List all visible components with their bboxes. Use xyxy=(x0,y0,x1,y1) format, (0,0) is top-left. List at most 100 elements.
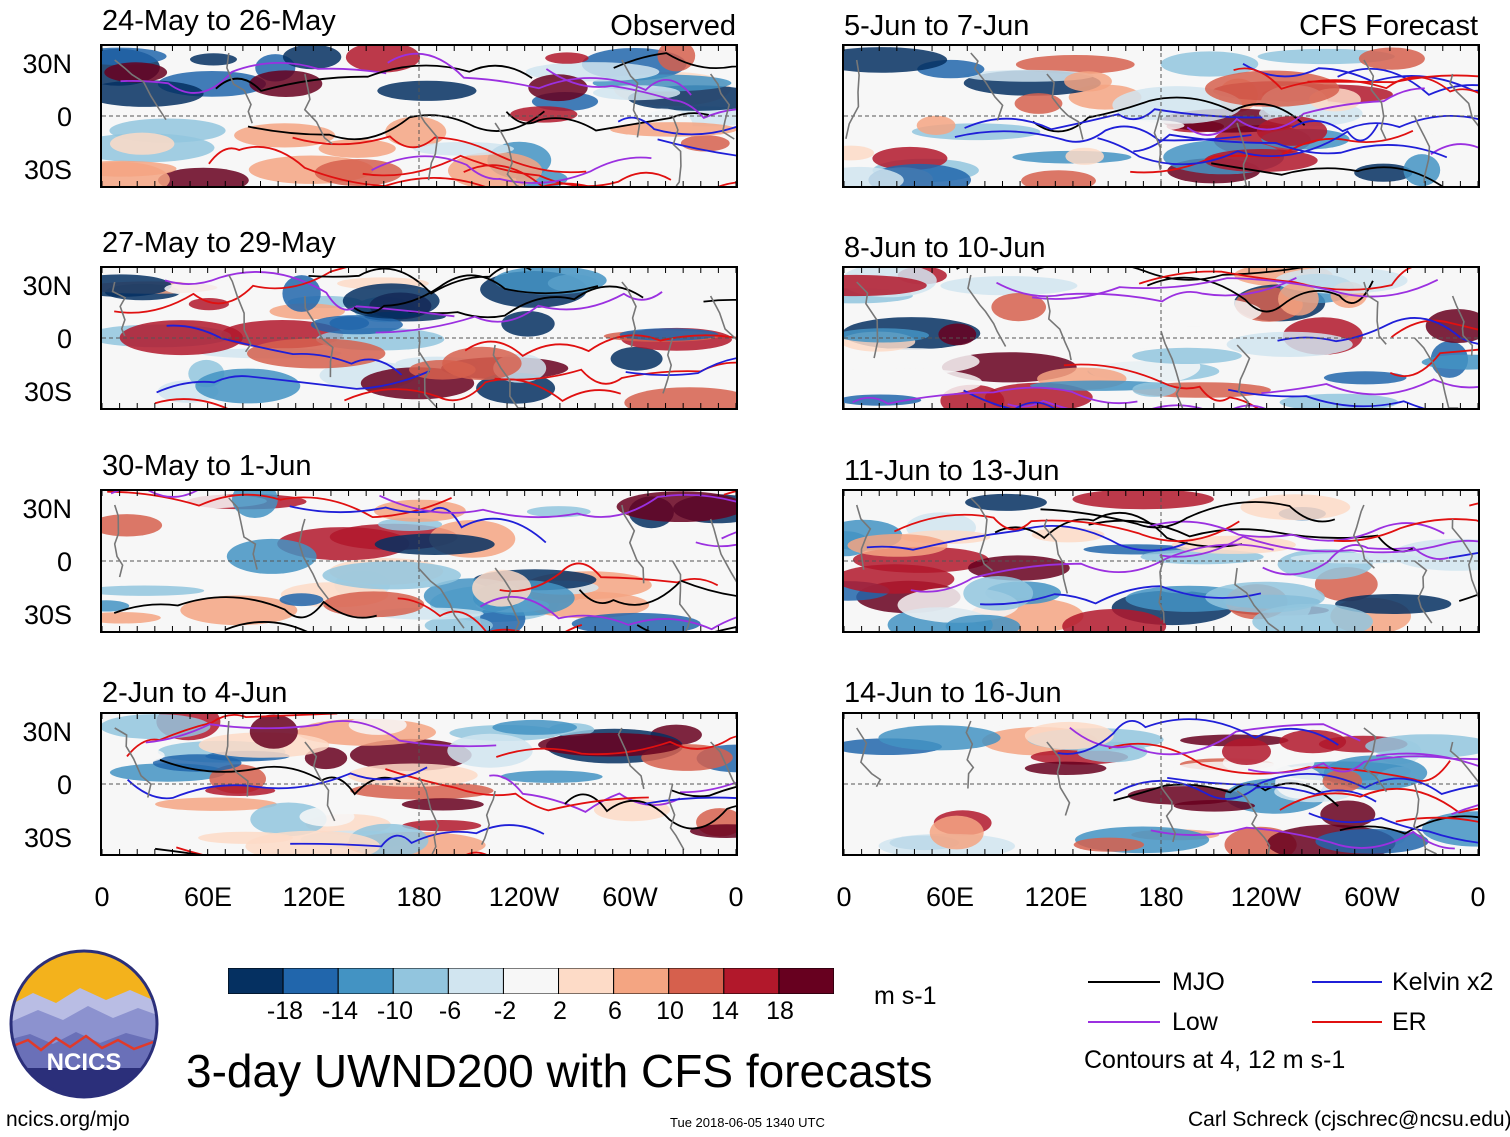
wind-anomaly-region xyxy=(102,585,205,596)
wind-anomaly-region xyxy=(155,797,277,811)
contour-line xyxy=(1291,115,1478,133)
lon-tick-label: 180 xyxy=(1138,882,1184,912)
contour-line xyxy=(387,52,692,96)
wind-anomaly-region xyxy=(610,346,663,371)
contour-line xyxy=(1339,815,1478,835)
colorbar-swatch xyxy=(613,967,670,995)
contour-line xyxy=(1146,276,1374,313)
colorbar-tick: -18 xyxy=(266,997,304,1025)
contour-line xyxy=(154,398,228,408)
wind-anomaly-region xyxy=(1240,494,1351,521)
contour-line xyxy=(156,370,431,394)
coastline xyxy=(417,330,438,408)
colorbar-swatch xyxy=(668,967,725,995)
wind-anomaly-region xyxy=(1403,154,1441,186)
wind-anomaly-region xyxy=(1315,829,1429,854)
contour-line xyxy=(494,361,736,385)
coastline xyxy=(1046,295,1072,361)
wind-anomaly-region xyxy=(545,52,589,64)
coastline xyxy=(1234,567,1280,631)
contour-line xyxy=(657,138,736,157)
contour-line xyxy=(114,268,347,314)
wind-anomaly-region xyxy=(1256,116,1328,146)
contour-line xyxy=(107,491,452,519)
wind-anomaly-region xyxy=(195,368,301,404)
contour-line xyxy=(1307,74,1478,84)
contour-line xyxy=(1277,317,1478,345)
coastline xyxy=(621,504,645,584)
coastline xyxy=(668,783,685,850)
coastline xyxy=(298,518,330,600)
wind-anomaly-region xyxy=(1320,800,1376,828)
colorbar-tick: 6 xyxy=(608,997,622,1025)
coastline xyxy=(111,281,127,337)
wind-anomaly-region xyxy=(377,80,477,101)
coastline xyxy=(225,720,249,797)
coastline xyxy=(228,497,258,570)
panel-title-fc-2: 8-Jun to 10-Jun xyxy=(844,232,1046,264)
wind-anomaly-region xyxy=(348,715,407,735)
wind-anomaly-region xyxy=(447,733,533,768)
legend-label-kelvin: Kelvin x2 xyxy=(1392,968,1494,996)
contour-line xyxy=(353,274,599,314)
legend-label-low: Low xyxy=(1172,1008,1218,1036)
wind-anomaly-region xyxy=(401,798,484,811)
contour-line xyxy=(1279,787,1478,814)
wind-anomaly-region xyxy=(413,142,514,156)
chart-title: 3-day UWND200 with CFS forecasts xyxy=(186,1045,933,1097)
lat-tick-label: 0 xyxy=(56,770,72,800)
wind-anomaly-region xyxy=(102,612,161,624)
contour-line xyxy=(1211,162,1443,186)
panel-title-fc-3: 11-Jun to 13-Jun xyxy=(844,455,1060,487)
wind-anomaly-region xyxy=(1323,371,1407,385)
contour-line xyxy=(479,595,736,631)
contour-line xyxy=(679,782,736,794)
contour-line xyxy=(980,585,1262,606)
coastline xyxy=(1153,108,1162,171)
wind-anomaly-region xyxy=(1021,170,1096,186)
wind-anomaly-region xyxy=(1222,738,1271,765)
coastline xyxy=(709,295,736,341)
contour-line xyxy=(866,524,1188,552)
contour-line xyxy=(1057,718,1339,755)
contour-line xyxy=(463,164,736,186)
coastline xyxy=(1236,344,1251,408)
wind-anomaly-region xyxy=(322,561,461,590)
coastline xyxy=(856,727,882,788)
contour-line xyxy=(1333,518,1478,542)
contour-line xyxy=(166,324,403,376)
coastline xyxy=(1451,295,1474,356)
coastline xyxy=(856,281,879,359)
coastline xyxy=(621,281,637,348)
coastline xyxy=(967,274,1007,347)
contour-line xyxy=(671,786,736,798)
contour-line xyxy=(375,291,663,334)
legend-line-kelvin xyxy=(1312,981,1382,983)
contour-line xyxy=(613,52,736,70)
contour-line xyxy=(1040,501,1336,529)
wind-anomaly-region xyxy=(102,714,211,740)
lon-tick-label: 0 xyxy=(94,882,110,912)
wind-anomaly-region xyxy=(158,167,249,186)
legend-line-low xyxy=(1088,1021,1160,1023)
colorbar-swatch xyxy=(447,967,504,995)
coastline xyxy=(662,337,674,394)
coastline xyxy=(113,504,124,578)
panel-title-fc-4: 14-Jun to 16-Jun xyxy=(844,677,1062,709)
coastline xyxy=(671,115,682,186)
panel-title-obs-3: 30-May to 1-Jun xyxy=(102,450,312,482)
wind-anomaly-region xyxy=(249,70,323,97)
lat-tick-label: 0 xyxy=(56,547,72,577)
contour-line xyxy=(126,766,428,800)
contour-line xyxy=(1430,143,1478,155)
contour-line xyxy=(964,108,1263,131)
wind-anomaly-region xyxy=(500,770,603,783)
contour-line xyxy=(120,62,387,94)
map-panel-obs-1 xyxy=(100,44,738,188)
coastline xyxy=(1158,553,1165,624)
wind-anomaly-region xyxy=(624,387,736,408)
wind-anomaly-region xyxy=(1132,347,1242,364)
colorbar-swatch xyxy=(337,967,394,995)
wind-anomaly-region xyxy=(1014,93,1063,114)
footer-url[interactable]: ncics.org/mjo xyxy=(6,1108,130,1131)
